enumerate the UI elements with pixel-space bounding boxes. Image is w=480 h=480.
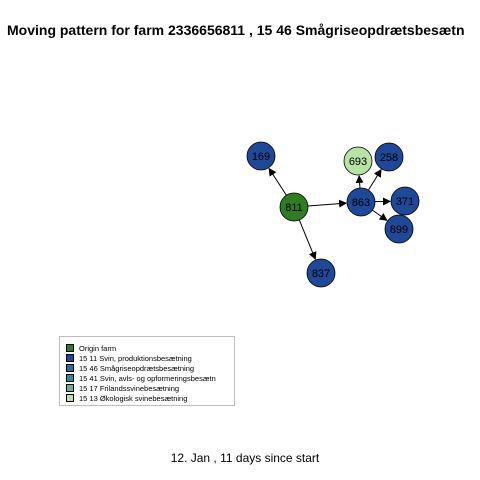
legend-item-organic: 15 13 Økologisk svinebesætning <box>66 393 187 403</box>
node-811: 811 <box>279 192 309 222</box>
node-258: 258 <box>374 142 404 172</box>
page-title: Moving pattern for farm 2336656811 , 15 … <box>0 22 480 42</box>
legend-item-weaner: 15 46 Smågriseopdrætsbesætning <box>66 363 194 373</box>
node-693: 693 <box>343 146 373 176</box>
legend-item-origin-farm: Origin farm <box>66 343 116 353</box>
node-label: 169 <box>252 151 270 163</box>
node-899: 899 <box>384 214 414 244</box>
legend-item-production: 15 11 Svin, produktionsbesætning <box>66 353 192 363</box>
node-label: 837 <box>312 268 330 280</box>
legend-swatch <box>66 364 74 372</box>
legend-label: 15 17 Frilandssvinebesætning <box>79 383 180 393</box>
node-circle <box>374 142 404 172</box>
node-label: 693 <box>349 156 367 168</box>
node-circle <box>279 192 309 222</box>
legend-item-free-range: 15 17 Frilandssvinebesætning <box>66 383 179 393</box>
legend-label: 15 11 Svin, produktionsbesætning <box>79 353 192 363</box>
edge-863-to-258 <box>367 168 382 191</box>
node-837: 837 <box>306 258 336 288</box>
node-circle <box>346 187 376 217</box>
nodes-layer: 811 169 837 863 693 258 371 899 <box>246 141 420 288</box>
node-circle <box>343 146 373 176</box>
legend-item-breeding: 15 41 Svin, avls- og opformeringsbesætn <box>66 373 216 383</box>
footer-date-label: 12. Jan , 11 days since start <box>170 451 320 465</box>
node-863: 863 <box>346 187 376 217</box>
node-label: 371 <box>396 196 414 208</box>
legend-swatch <box>66 354 74 362</box>
node-371: 371 <box>390 186 420 216</box>
legend-swatch <box>66 374 74 382</box>
legend-label: 15 13 Økologisk svinebesætning <box>79 393 188 403</box>
node-label: 899 <box>390 224 408 236</box>
edges-layer <box>268 167 392 261</box>
edge-811-to-169 <box>268 167 287 196</box>
page-title-text: Moving pattern for farm 2336656811 , 15 … <box>7 22 465 38</box>
edge-863-to-693 <box>355 174 364 189</box>
node-circle <box>306 258 336 288</box>
legend-label: 15 46 Smågriseopdrætsbesætning <box>79 363 195 373</box>
node-circle <box>246 141 276 171</box>
legend-swatch <box>66 394 74 402</box>
legend-label: 15 41 Svin, avls- og opformeringsbesætn <box>79 373 216 383</box>
node-circle <box>384 214 414 244</box>
node-label: 258 <box>380 152 398 164</box>
edge-811-to-863 <box>307 199 348 208</box>
legend-swatch <box>66 384 74 392</box>
node-169: 169 <box>246 141 276 171</box>
node-circle <box>390 186 420 216</box>
edge-863-to-899 <box>372 209 388 221</box>
legend-label: Origin farm <box>79 343 117 353</box>
node-label: 863 <box>352 197 370 209</box>
legend-swatch <box>66 344 74 352</box>
legend: Origin farm 15 11 Svin, produktionsbesæt… <box>59 336 235 406</box>
node-label: 811 <box>285 202 303 214</box>
edge-811-to-837 <box>298 219 317 261</box>
